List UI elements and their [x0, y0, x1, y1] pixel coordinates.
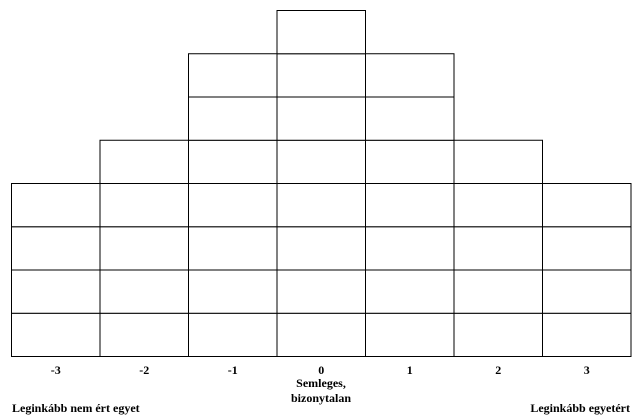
grid-cell-col5-row6 — [365, 96, 455, 141]
score-label--2: -2 — [139, 363, 150, 377]
grid-cell-col2-row1 — [99, 312, 189, 357]
grid-cell-col4-row8 — [276, 10, 366, 55]
grid-cell-col3-row5 — [188, 139, 278, 184]
score-label--3: -3 — [50, 363, 61, 377]
left-anchor-label: Leginkább nem ért egyet — [12, 401, 140, 415]
grid-cell-col3-row1 — [188, 312, 278, 357]
grid-cell-col2-row5 — [99, 139, 189, 184]
grid-cell-col6-row3 — [453, 226, 543, 271]
grid-cell-col3-row6 — [188, 96, 278, 141]
grid-cell-col4-row2 — [276, 269, 366, 314]
grid-cell-col1-row3 — [11, 226, 101, 271]
grid-cell-col4-row4 — [276, 183, 366, 228]
grid-cell-col3-row2 — [188, 269, 278, 314]
center-label: Semleges, bizonytalan — [291, 376, 351, 406]
grid-cell-col6-row5 — [453, 139, 543, 184]
grid-cell-col4-row1 — [276, 312, 366, 357]
grid-cell-col5-row7 — [365, 53, 455, 98]
grid-cell-col2-row3 — [99, 226, 189, 271]
grid-cell-col7-row4 — [542, 183, 632, 228]
grid-cell-col6-row1 — [453, 312, 543, 357]
score-label-2: 2 — [495, 363, 502, 377]
center-label-line2: bizonytalan — [290, 391, 352, 405]
grid-cell-col3-row7 — [188, 53, 278, 98]
score-label-1: 1 — [406, 363, 413, 377]
grid-cell-col1-row2 — [11, 269, 101, 314]
score-label--1: -1 — [227, 363, 238, 377]
grid-cell-col5-row1 — [365, 312, 455, 357]
center-label-line1: Semleges, — [296, 376, 346, 390]
grid-cell-col4-row5 — [276, 139, 366, 184]
grid-cell-col1-row4 — [11, 183, 101, 228]
grid-cell-col2-row2 — [99, 269, 189, 314]
grid-cell-col6-row2 — [453, 269, 543, 314]
grid-cell-col7-row1 — [542, 312, 632, 357]
score-label-3: 3 — [583, 363, 590, 377]
score-label-0: 0 — [318, 363, 325, 377]
grid-cell-col6-row4 — [453, 183, 543, 228]
grid-cell-col7-row2 — [542, 269, 632, 314]
grid-cell-col3-row3 — [188, 226, 278, 271]
grid-cell-col5-row4 — [365, 183, 455, 228]
grid-cell-col7-row3 — [542, 226, 632, 271]
grid-cell-col5-row5 — [365, 139, 455, 184]
grid-cell-col2-row4 — [99, 183, 189, 228]
grid-cell-col4-row6 — [276, 96, 366, 141]
grid-cell-col4-row3 — [276, 226, 366, 271]
grid-cell-col3-row4 — [188, 183, 278, 228]
right-anchor-label: Leginkább egyetért — [530, 401, 630, 415]
grid-cell-col5-row3 — [365, 226, 455, 271]
grid-cell-col5-row2 — [365, 269, 455, 314]
grid-cell-col1-row1 — [11, 312, 101, 357]
grid-cell-col4-row7 — [276, 53, 366, 98]
